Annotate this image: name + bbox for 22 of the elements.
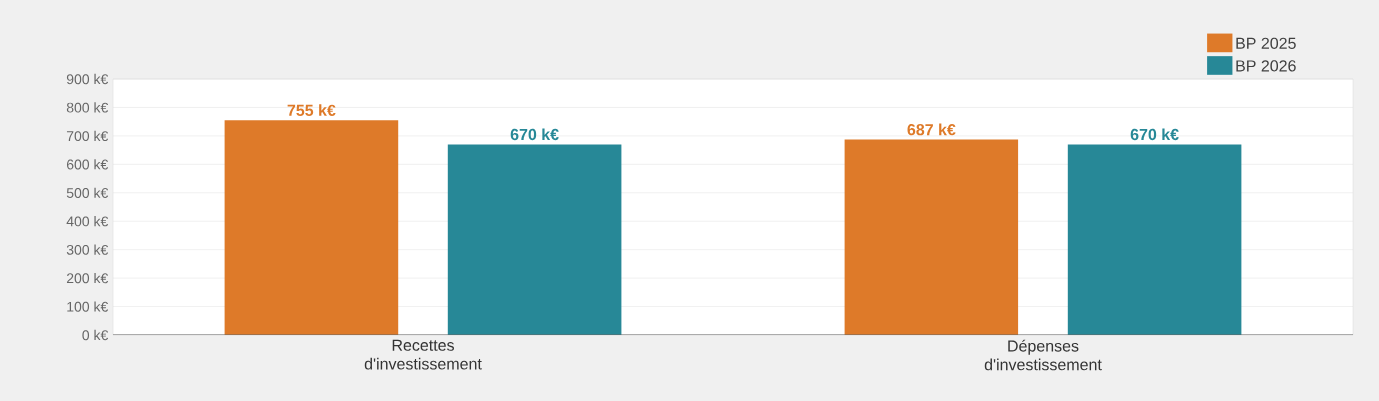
- data-label: 670 k€: [1130, 128, 1179, 141]
- x-tick-label: Recettes d'investissement: [364, 339, 482, 370]
- y-tick-label: 600 k€: [66, 159, 109, 170]
- y-tick-label: 0 k€: [82, 329, 109, 341]
- data-label: 687 k€: [907, 123, 956, 136]
- x-tick-label: Dépenses d'investissement: [984, 339, 1102, 371]
- y-tick-label: 800 k€: [66, 102, 109, 113]
- bar: [224, 120, 399, 335]
- bar: [447, 144, 622, 335]
- y-tick-label: 300 k€: [66, 244, 109, 255]
- y-tick-label: 900 k€: [66, 73, 109, 85]
- legend-label: BP 2025: [1236, 37, 1296, 49]
- y-tick-label: 200 k€: [66, 272, 109, 284]
- y-tick-label: 100 k€: [67, 301, 109, 312]
- bar: [844, 139, 1019, 335]
- bar: [1067, 144, 1242, 335]
- y-tick-label: 500 k€: [66, 187, 109, 198]
- y-tick-label: 400 k€: [66, 216, 109, 227]
- y-tick-label: 700 k€: [66, 130, 109, 142]
- legend-label: BP 2026: [1236, 60, 1296, 72]
- data-label: 670 k€: [510, 128, 559, 141]
- data-label: 755 k€: [287, 104, 336, 116]
